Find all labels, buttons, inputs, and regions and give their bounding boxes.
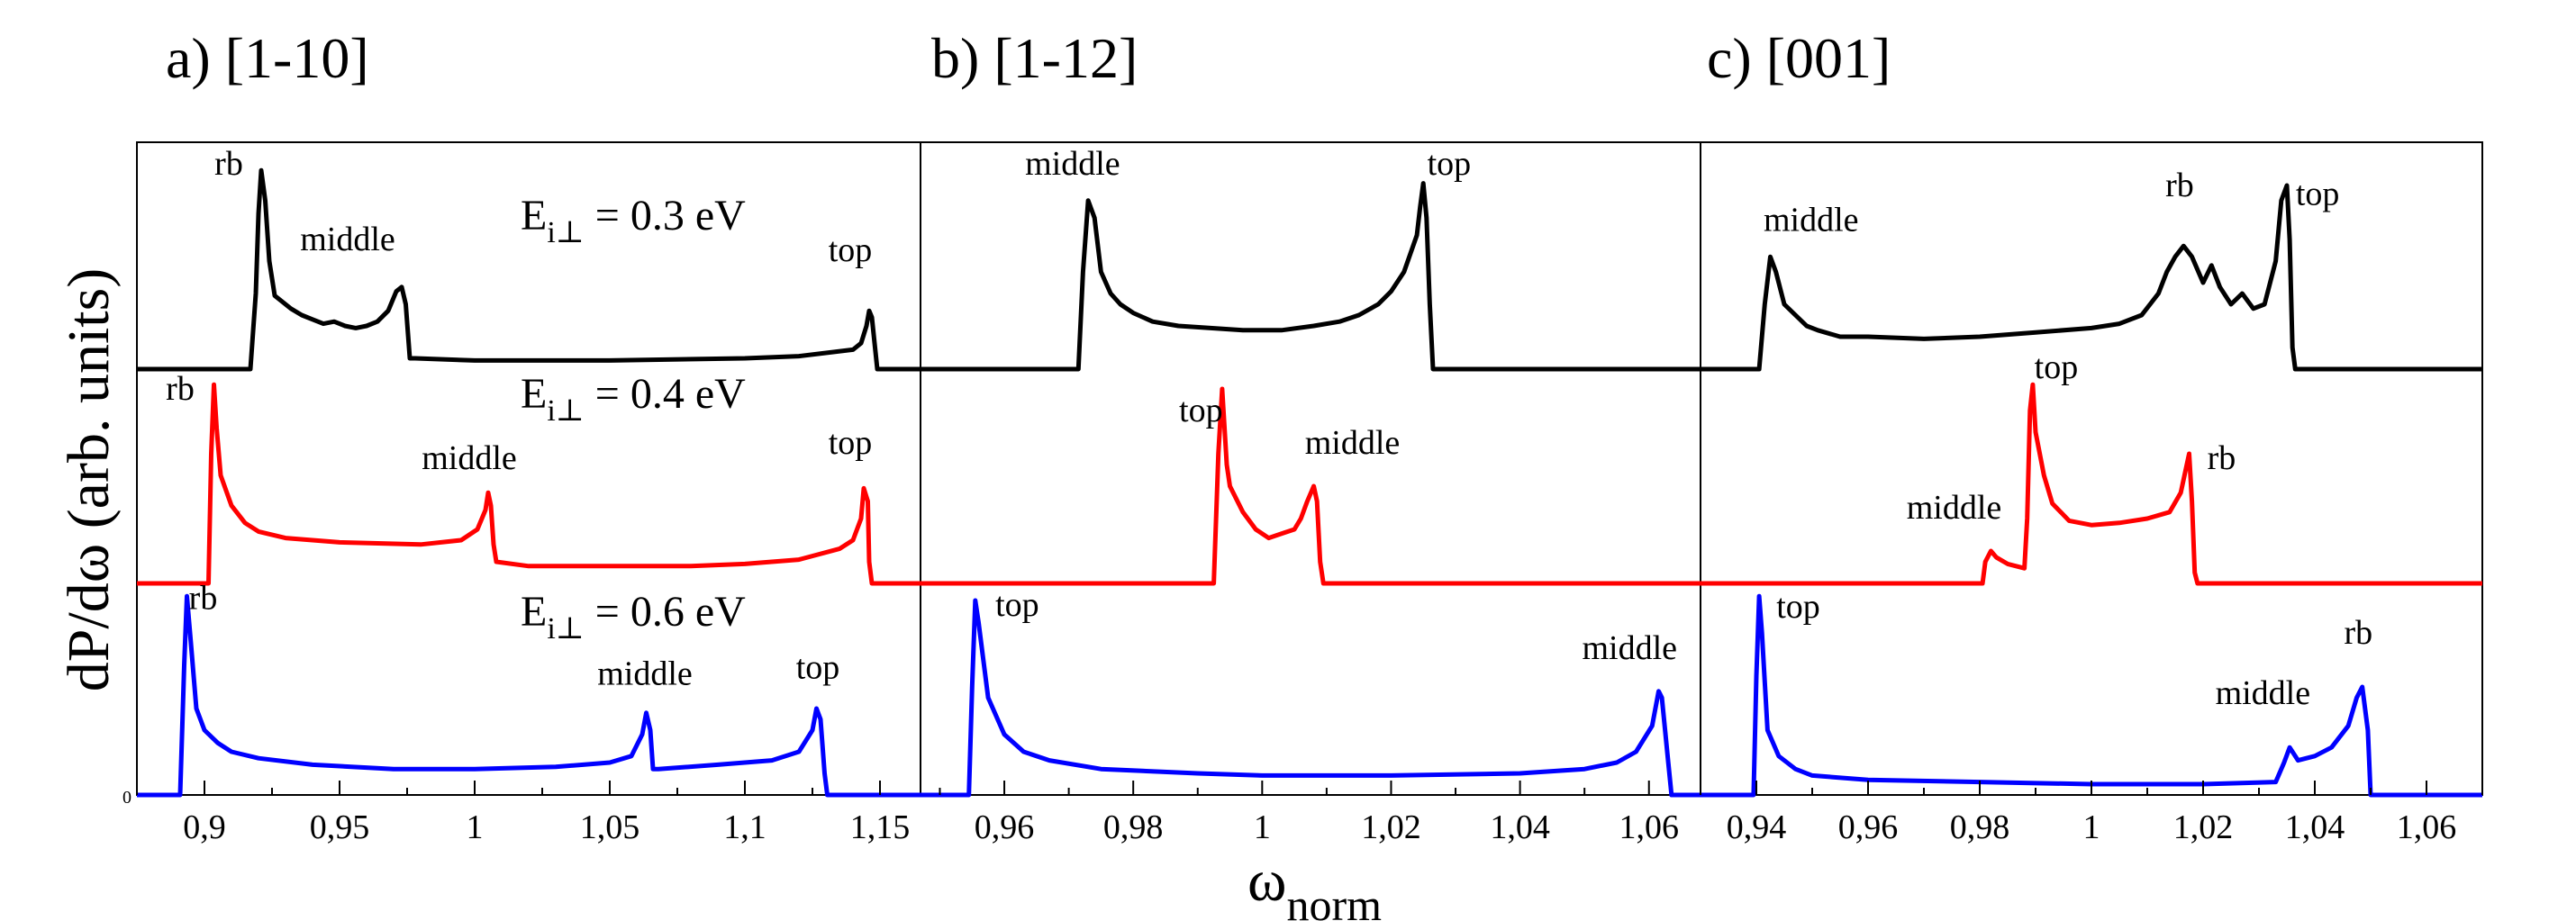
peak-label-0-0-2: top (829, 231, 873, 269)
peak-label-0-1-1: middle (422, 439, 517, 477)
peak-label-2-0-0: middle (1764, 201, 1859, 239)
peak-label-2-1-0: top (2035, 348, 2079, 386)
x-tick-label-2-3: 1 (2083, 808, 2100, 846)
peak-label-0-0-1: middle (300, 221, 395, 258)
x-tick-label-1-1: 0,98 (1103, 808, 1164, 846)
ticks-layer: 0,9 0,95 1 1,05 1,1 1,15 0,96 0,98 1 1,02 1,04 1,06… (136, 781, 2483, 846)
panel-title-1: b) [1-12] (931, 26, 1138, 90)
peak-label-2-1-1: middle (1907, 489, 2002, 527)
x-tick-label-2-0: 0,94 (1727, 808, 1787, 846)
peak-label-0-1-2: top (829, 424, 873, 462)
x-tick-label-2-2: 0,98 (1950, 808, 2010, 846)
x-tick-label-0-1: 0,95 (310, 808, 370, 846)
y-axis-title: dP/dω (arb. units) (56, 268, 122, 692)
x-tick-label-0-2: 1 (467, 808, 484, 846)
panel-title-2: c) [001] (1707, 26, 1891, 90)
titles-layer: a) [1-10] b) [1-12] c) [001] (166, 26, 1891, 90)
energy-label-0.4: Ei⊥ = 0.4 eV (521, 370, 746, 428)
series-layer (137, 167, 2482, 798)
series-1-0 (921, 181, 1701, 372)
peak-label-2-0-1: rb (2165, 167, 2194, 204)
zero-tick-label: 0 (122, 788, 132, 808)
peak-label-2-2-0: top (1776, 588, 1820, 626)
x-tick-label-0-0: 0,9 (183, 808, 226, 846)
series-0-0 (137, 167, 921, 372)
x-tick-label-2-4: 1,02 (2173, 808, 2234, 846)
x-tick-label-0-3: 1,05 (580, 808, 640, 846)
peak-label-2-1-2: rb (2208, 439, 2236, 477)
panel-frame-1 (920, 141, 1701, 796)
x-tick-label-2-5: 1,04 (2285, 808, 2345, 846)
peak-label-2-2-1: middle (2216, 674, 2311, 712)
peak-label-1-0-0: middle (1025, 145, 1120, 183)
peak-label-1-1-0: top (1179, 392, 1223, 429)
series-2-0 (1701, 183, 2482, 372)
x-tick-label-2-1: 0,96 (1838, 808, 1899, 846)
panel-frame-0 (136, 141, 921, 796)
series-1-1 (921, 386, 1701, 586)
peak-label-2-2-2: rb (2345, 614, 2373, 652)
x-tick-label-2-6: 1,06 (2397, 808, 2457, 846)
annotations-layer: rb middle top rb middle top rb middle top middle t… (166, 145, 2372, 712)
x-tick-label-1-0: 0,96 (975, 808, 1035, 846)
peak-label-1-2-0: top (995, 586, 1039, 624)
energy-label-0.6: Ei⊥ = 0.6 eV (521, 588, 746, 646)
x-tick-label-1-2: 1 (1254, 808, 1271, 846)
energy-label-0.3: Ei⊥ = 0.3 eV (521, 192, 746, 249)
series-0-1 (137, 382, 921, 586)
panel-title-0: a) [1-10] (166, 26, 369, 90)
series-2-1 (1701, 382, 2482, 586)
series-1-2 (921, 598, 1701, 798)
x-tick-label-1-4: 1,04 (1490, 808, 1550, 846)
x-tick-label-0-5: 1,15 (850, 808, 911, 846)
x-tick-label-1-3: 1,02 (1361, 808, 1421, 846)
peak-label-0-0-0: rb (214, 145, 243, 183)
peak-label-0-2-1: middle (597, 655, 693, 693)
peak-label-0-2-2: top (796, 648, 840, 686)
peak-label-0-1-0: rb (166, 370, 195, 408)
series-0-2 (137, 593, 921, 798)
x-tick-label-1-5: 1,06 (1619, 808, 1679, 846)
x-tick-label-0-4: 1,1 (723, 808, 766, 846)
peak-label-1-2-1: middle (1582, 629, 1677, 667)
peak-label-1-0-1: top (1428, 145, 1472, 183)
peak-label-0-2-0: rb (189, 580, 218, 618)
peak-label-2-0-2: top (2296, 176, 2340, 213)
peak-label-1-1-1: middle (1305, 424, 1401, 462)
x-axis-title: ωnorm (1247, 848, 1382, 921)
